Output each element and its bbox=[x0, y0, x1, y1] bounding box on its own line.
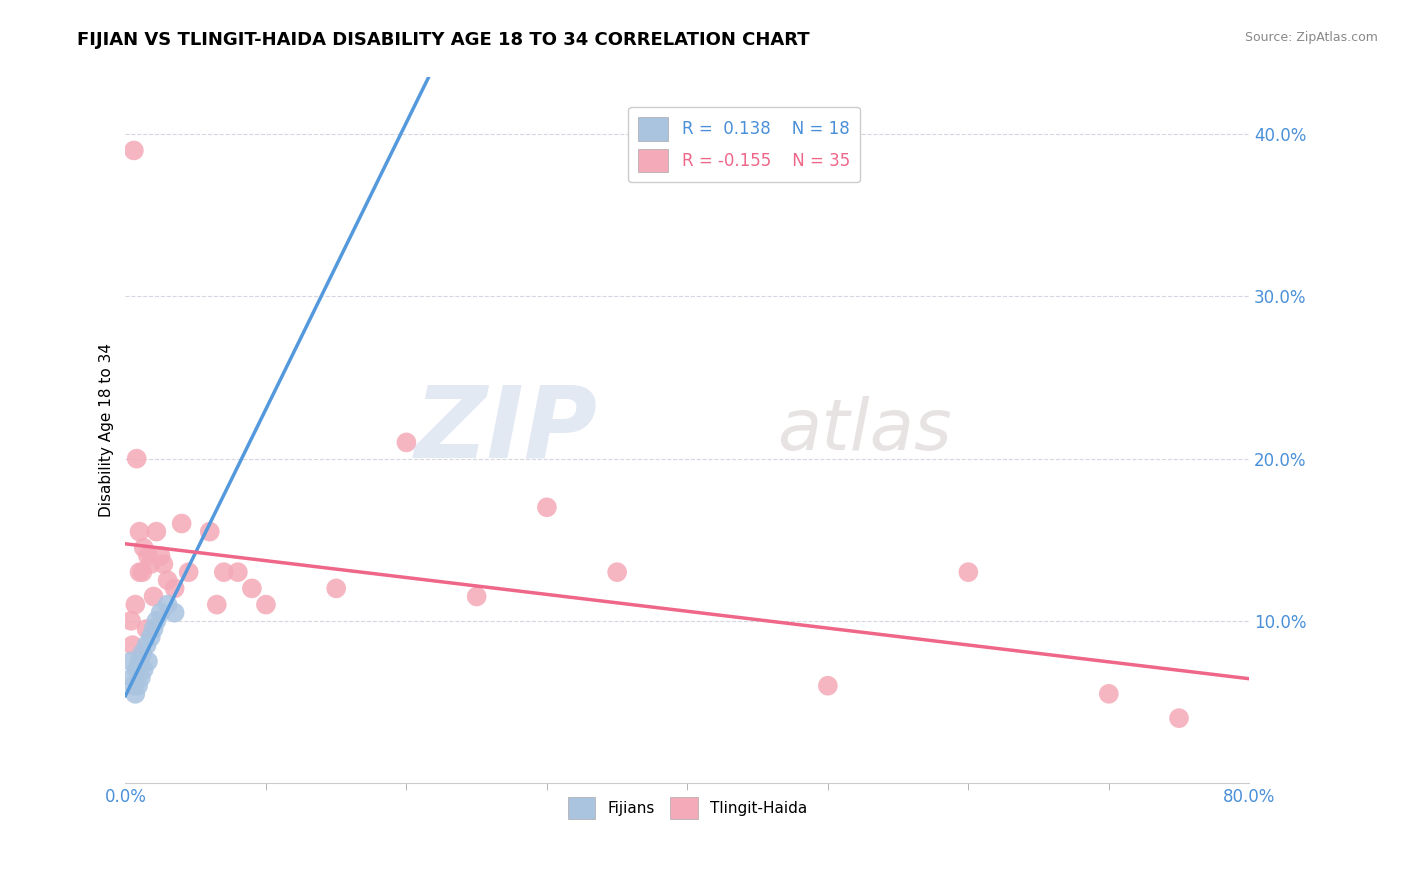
Point bbox=[156, 574, 179, 588]
Point bbox=[163, 606, 186, 620]
Point bbox=[121, 671, 143, 685]
Point bbox=[142, 590, 165, 604]
Point bbox=[957, 565, 980, 579]
Text: ZIP: ZIP bbox=[415, 382, 598, 479]
Point bbox=[120, 614, 142, 628]
Point bbox=[465, 590, 488, 604]
Point bbox=[136, 654, 159, 668]
Point bbox=[177, 565, 200, 579]
Point bbox=[149, 549, 172, 563]
Point bbox=[149, 606, 172, 620]
Point bbox=[163, 582, 186, 596]
Point bbox=[142, 622, 165, 636]
Point bbox=[145, 614, 167, 628]
Point bbox=[254, 598, 277, 612]
Point bbox=[156, 598, 179, 612]
Point bbox=[1168, 711, 1191, 725]
Y-axis label: Disability Age 18 to 34: Disability Age 18 to 34 bbox=[100, 343, 114, 517]
Point bbox=[536, 500, 558, 515]
Point bbox=[136, 549, 159, 563]
Point bbox=[198, 524, 221, 539]
Text: FIJIAN VS TLINGIT-HAIDA DISABILITY AGE 18 TO 34 CORRELATION CHART: FIJIAN VS TLINGIT-HAIDA DISABILITY AGE 1… bbox=[77, 31, 810, 49]
Point bbox=[145, 524, 167, 539]
Point bbox=[124, 687, 146, 701]
Point bbox=[121, 638, 143, 652]
Point bbox=[240, 582, 263, 596]
Point bbox=[122, 144, 145, 158]
Point bbox=[131, 646, 153, 660]
Point bbox=[606, 565, 628, 579]
Point bbox=[325, 582, 347, 596]
Point bbox=[128, 524, 150, 539]
Point bbox=[1098, 687, 1121, 701]
Point bbox=[132, 663, 155, 677]
Point bbox=[124, 598, 146, 612]
Point bbox=[139, 557, 162, 571]
Text: Source: ZipAtlas.com: Source: ZipAtlas.com bbox=[1244, 31, 1378, 45]
Point bbox=[139, 630, 162, 644]
Point bbox=[212, 565, 235, 579]
Point bbox=[125, 451, 148, 466]
Text: atlas: atlas bbox=[778, 396, 952, 465]
Point bbox=[135, 638, 157, 652]
Legend: Fijians, Tlingit-Haida: Fijians, Tlingit-Haida bbox=[561, 791, 813, 825]
Point bbox=[226, 565, 249, 579]
Point bbox=[205, 598, 228, 612]
Point bbox=[131, 565, 153, 579]
Point bbox=[152, 557, 174, 571]
Point bbox=[132, 541, 155, 555]
Point bbox=[120, 654, 142, 668]
Point bbox=[817, 679, 839, 693]
Point bbox=[395, 435, 418, 450]
Point bbox=[170, 516, 193, 531]
Point bbox=[135, 622, 157, 636]
Point bbox=[122, 679, 145, 693]
Point bbox=[128, 654, 150, 668]
Point bbox=[128, 565, 150, 579]
Point bbox=[127, 679, 149, 693]
Point bbox=[129, 671, 152, 685]
Point bbox=[125, 663, 148, 677]
